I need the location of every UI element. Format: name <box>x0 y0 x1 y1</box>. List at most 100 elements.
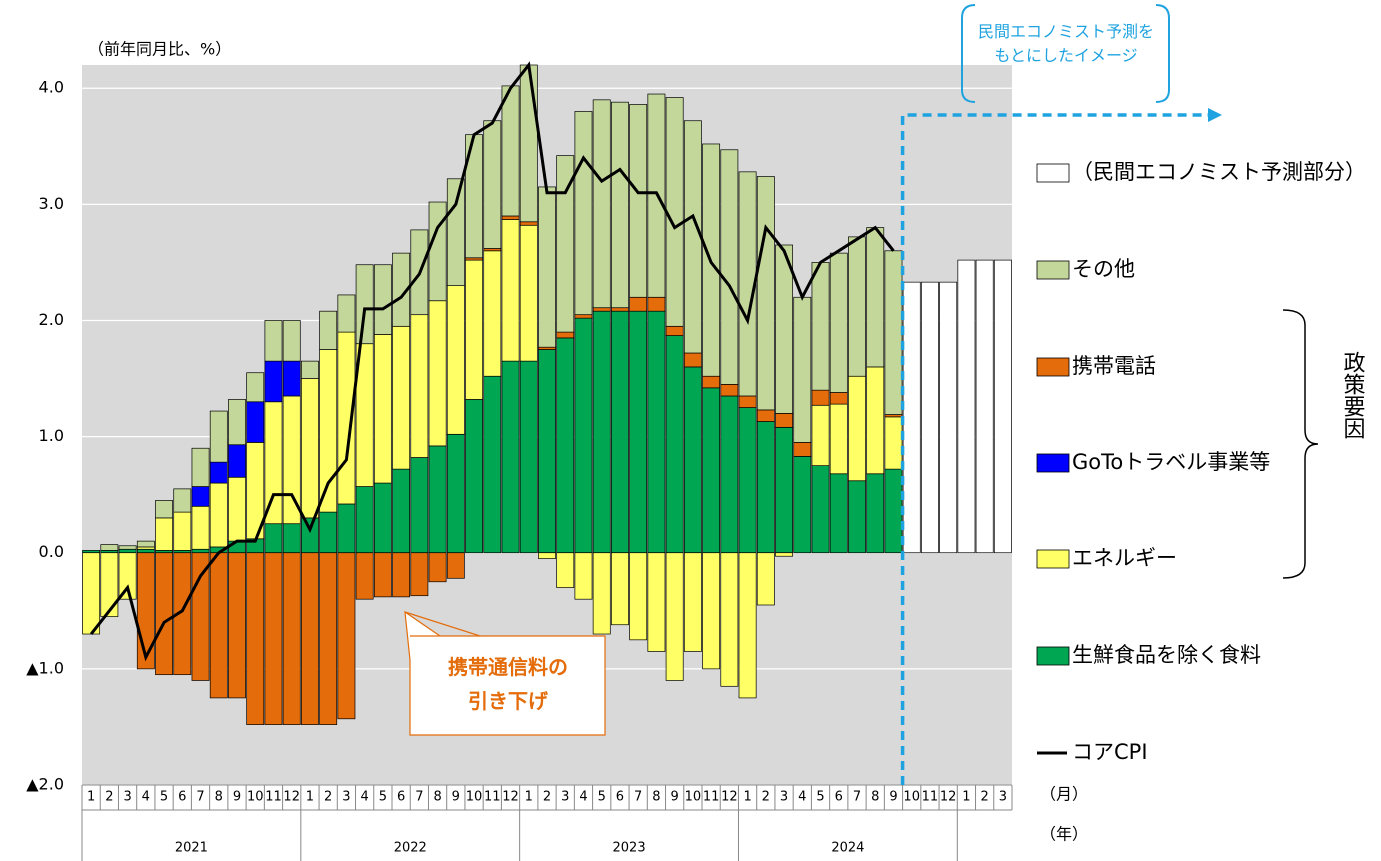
y-tick-label: 0.0 <box>39 542 64 561</box>
bar-segment <box>829 403 848 475</box>
x-tick-label: 2 <box>324 790 332 805</box>
bar-segment <box>829 473 848 554</box>
x-tick-label: 12 <box>721 790 738 805</box>
bar-segment <box>173 511 192 551</box>
x-tick-label: 8 <box>871 790 879 805</box>
bar-segment <box>738 552 757 699</box>
bar-segment <box>702 552 721 670</box>
bar-segment <box>282 320 301 362</box>
bar-segment <box>793 296 812 443</box>
bar-segment <box>720 552 739 687</box>
bar-segment <box>519 360 538 554</box>
bar-segment <box>811 262 830 391</box>
bar-segment <box>756 552 775 606</box>
bar-segment <box>228 476 246 542</box>
bar-segment <box>155 517 173 551</box>
forecast-divider <box>900 113 1212 785</box>
bar-segment <box>155 500 173 519</box>
forecast-arrowhead <box>1208 108 1222 122</box>
bar-segment <box>756 409 775 422</box>
x-tick-label: 2 <box>105 790 113 805</box>
bar-segment <box>410 314 429 458</box>
x-tick-label: 1 <box>87 790 95 805</box>
bar-segment <box>428 445 447 554</box>
bar-segment <box>191 548 210 554</box>
x-tick-label: 3 <box>342 790 350 805</box>
bar-segment <box>629 310 648 554</box>
bar-segment <box>501 215 520 220</box>
x-tick-label: 9 <box>889 790 897 805</box>
bar-segment <box>848 480 866 554</box>
legend-swatch <box>1036 260 1070 280</box>
bar-segment <box>282 360 301 397</box>
x-tick-label: 11 <box>703 790 720 805</box>
note-text: 民間エコノミスト予測をもとにしたイメージ <box>978 22 1154 65</box>
bar-segment <box>738 407 757 554</box>
bar-segment <box>629 104 648 298</box>
bar-segment <box>665 97 684 327</box>
forecast-bar <box>975 259 994 554</box>
bar-segment <box>282 523 301 554</box>
bar-segment <box>720 384 739 397</box>
bar-segment <box>118 548 137 554</box>
bar-segment <box>683 120 702 354</box>
legend-swatch <box>1036 646 1070 666</box>
bar-segment <box>683 352 702 368</box>
bar-segment <box>355 552 374 600</box>
x-tick-label: 8 <box>652 790 660 805</box>
bar-segment <box>738 395 757 408</box>
bar-segment <box>136 540 155 548</box>
year-label: 2022 <box>394 841 427 856</box>
bar-segment <box>592 99 611 309</box>
bar-segment <box>246 552 265 725</box>
bar-segment <box>720 149 739 385</box>
x-tick-label: 2 <box>543 790 551 805</box>
bar-segment <box>775 413 793 428</box>
bar-segment <box>519 221 538 226</box>
bar-segment <box>392 252 411 327</box>
bar-segment <box>82 552 101 635</box>
bar-segment <box>501 219 520 362</box>
bar-segment <box>884 416 903 470</box>
x-tick-label: 7 <box>853 790 861 805</box>
x-tick-label: 5 <box>598 790 606 805</box>
bar-segment <box>811 389 830 406</box>
bar-segment <box>483 375 502 554</box>
x-tick-label: 10 <box>466 790 483 805</box>
bar-segment <box>191 447 210 487</box>
forecast-bar <box>957 259 976 554</box>
bar-segment <box>118 552 137 600</box>
bar-segment <box>556 337 575 554</box>
bar-segment <box>301 517 319 554</box>
bar-segment <box>191 505 210 550</box>
x-tick-label: 11 <box>922 790 939 805</box>
mobile-note: 携帯通信料の引き下げ <box>448 655 568 713</box>
x-tick-label: 7 <box>196 790 204 805</box>
bar-segment <box>228 444 246 478</box>
y-tick-label: ▲2.0 <box>26 775 64 794</box>
legend-label: （民間エコノミスト予測部分） <box>1072 160 1366 184</box>
bar-segment <box>538 186 556 348</box>
forecast-note-box <box>961 4 1170 103</box>
bar-segment <box>683 552 702 652</box>
bar-segment <box>355 264 374 345</box>
x-tick-label: 11 <box>484 790 501 805</box>
forecast-bar <box>902 281 921 554</box>
x-tick-label: 1 <box>962 790 970 805</box>
month-unit: （月） <box>1040 785 1088 804</box>
year-label: 2024 <box>831 841 864 856</box>
note-text: 携帯通信料の引き下げ <box>448 655 568 713</box>
x-tick-label: 10 <box>685 790 702 805</box>
bar-segment <box>611 552 629 626</box>
bar-segment <box>191 552 210 681</box>
bar-segment <box>665 335 684 554</box>
bar-segment <box>556 331 575 339</box>
x-tick-label: 1 <box>743 790 751 805</box>
legend-label: エネルギー <box>1072 546 1177 570</box>
bar-segment <box>319 552 338 725</box>
legend-swatch <box>1036 549 1070 569</box>
x-tick-label: 10 <box>903 790 920 805</box>
x-tick-label: 6 <box>835 790 843 805</box>
year-label: 2021 <box>175 841 208 856</box>
